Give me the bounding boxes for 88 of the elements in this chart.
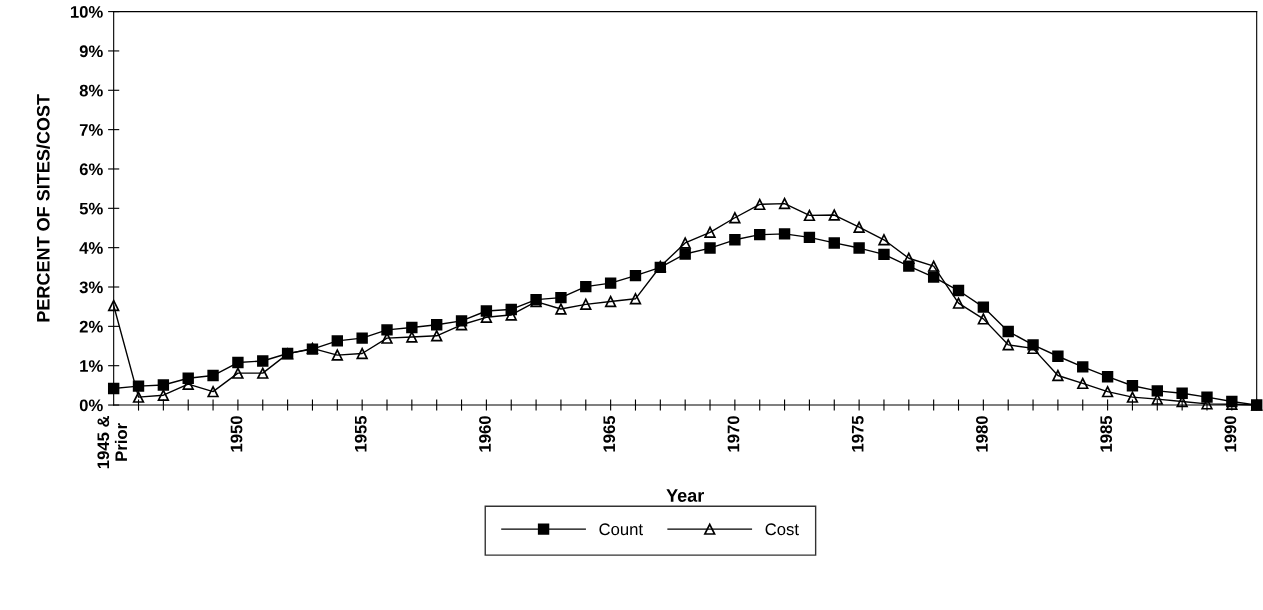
- point: [704, 242, 716, 254]
- point: [555, 291, 567, 304]
- point: [604, 295, 617, 308]
- x-tick-label: 1990: [1224, 416, 1237, 452]
- point: [107, 382, 120, 395]
- point: [828, 209, 840, 221]
- y-tick-label: 8%: [79, 84, 103, 97]
- x-tick-label: 1975: [851, 415, 864, 452]
- point: [331, 335, 343, 347]
- point: [580, 298, 592, 311]
- point: [878, 234, 890, 246]
- x-tick-label: 1985: [1100, 415, 1113, 452]
- x-tick-label: 1945 & Prior: [97, 415, 128, 469]
- y-axis-title: PERCENT OF SITES/COST: [36, 94, 50, 322]
- y-tick-label: 2%: [79, 320, 103, 333]
- point: [207, 385, 219, 398]
- point: [580, 280, 592, 293]
- legend-label: Count: [599, 523, 643, 536]
- point: [604, 277, 617, 289]
- x-tick-label: 1970: [727, 416, 740, 452]
- point: [1101, 385, 1114, 398]
- point: [356, 347, 368, 360]
- point: [107, 299, 120, 312]
- point: [1002, 325, 1014, 338]
- x-tick-label: 1960: [479, 416, 491, 452]
- point: [977, 313, 990, 325]
- point: [729, 212, 741, 224]
- y-tick-label: 3%: [79, 281, 103, 294]
- point: [778, 228, 791, 240]
- x-tick-label: 1980: [976, 416, 988, 452]
- point: [1151, 385, 1163, 397]
- point: [1126, 391, 1139, 403]
- point: [828, 237, 840, 249]
- point: [803, 209, 816, 222]
- y-tick-label: 4%: [79, 242, 103, 254]
- point: [754, 228, 766, 241]
- point: [232, 356, 244, 369]
- point: [257, 367, 269, 379]
- point: [381, 324, 393, 336]
- x-tick-label: 1965: [603, 415, 616, 452]
- point: [430, 330, 443, 342]
- y-tick-label: 7%: [79, 124, 103, 136]
- point: [1002, 339, 1014, 351]
- y-tick-label: 10%: [70, 5, 103, 18]
- point: [803, 231, 816, 244]
- y-tick-label: 5%: [79, 202, 103, 215]
- point: [952, 297, 965, 309]
- point: [952, 284, 965, 297]
- point: [406, 321, 418, 334]
- y-tick-label: 6%: [79, 163, 103, 176]
- point: [555, 303, 567, 315]
- point: [927, 260, 940, 272]
- point: [629, 269, 642, 282]
- point: [132, 391, 145, 403]
- point: [704, 226, 716, 239]
- point: [1052, 369, 1064, 382]
- y-tick-label: 9%: [79, 45, 103, 58]
- point: [257, 355, 269, 367]
- x-tick-label: 1950: [230, 416, 243, 452]
- point: [1126, 380, 1139, 392]
- x-tick-label: 1955: [354, 415, 367, 452]
- point: [629, 293, 642, 305]
- point: [778, 197, 791, 210]
- point: [1077, 377, 1089, 390]
- point: [1077, 361, 1089, 373]
- point: [754, 198, 766, 211]
- legend-label: Cost: [765, 523, 799, 536]
- point: [207, 369, 219, 382]
- point: [927, 271, 940, 283]
- point: [157, 379, 170, 391]
- point: [977, 301, 990, 313]
- point: [232, 367, 244, 379]
- point: [1101, 371, 1114, 383]
- point: [157, 389, 170, 401]
- x-axis-title: Year: [666, 489, 704, 502]
- point: [356, 332, 368, 344]
- point: [1052, 350, 1064, 362]
- point: [679, 248, 691, 260]
- point: [331, 349, 343, 361]
- point: [430, 319, 443, 331]
- point: [1176, 387, 1188, 399]
- point: [853, 221, 865, 233]
- y-tick-label: 0%: [79, 399, 103, 412]
- point: [853, 242, 865, 254]
- point: [729, 234, 741, 246]
- y-tick-label: 1%: [80, 360, 103, 372]
- point: [878, 248, 890, 261]
- point: [679, 237, 691, 249]
